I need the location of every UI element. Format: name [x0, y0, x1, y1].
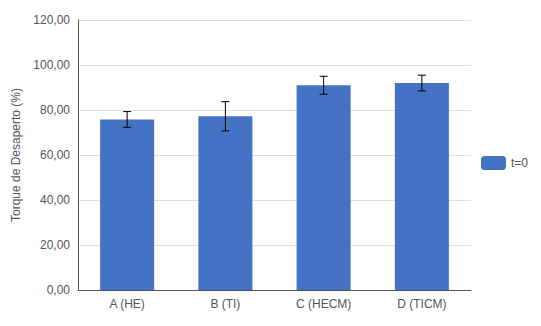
svg-text:C (HECM): C (HECM): [296, 297, 351, 311]
svg-text:D (TICM): D (TICM): [397, 297, 446, 311]
svg-text:60,00: 60,00: [40, 148, 70, 162]
svg-text:Torque de Desaperto (%): Torque de Desaperto (%): [9, 88, 23, 222]
svg-text:120,00: 120,00: [33, 13, 70, 27]
svg-text:40,00: 40,00: [40, 193, 70, 207]
svg-text:100,00: 100,00: [33, 58, 70, 72]
svg-text:B (TI): B (TI): [210, 297, 240, 311]
svg-text:A (HE): A (HE): [109, 297, 144, 311]
svg-text:t=0: t=0: [511, 156, 528, 170]
svg-text:80,00: 80,00: [40, 103, 70, 117]
svg-text:20,00: 20,00: [40, 238, 70, 252]
svg-text:0,00: 0,00: [47, 283, 71, 297]
